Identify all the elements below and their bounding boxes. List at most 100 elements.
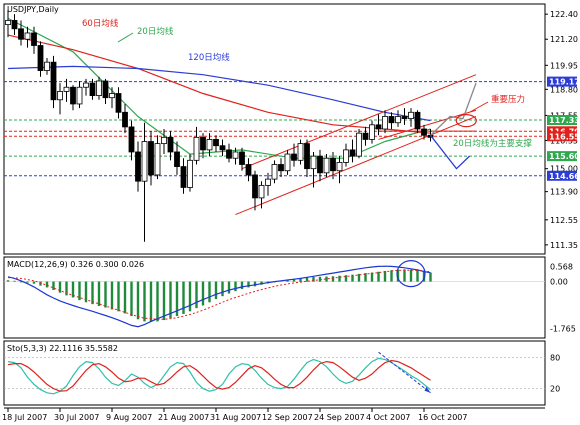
- candle-body: [343, 149, 349, 163]
- macd-histogram-bar: [253, 281, 257, 287]
- candle-body: [193, 136, 200, 161]
- macd-histogram-bar: [195, 281, 198, 309]
- macd-histogram-bar: [331, 276, 335, 282]
- chart-annotation: 60日均线: [82, 18, 119, 29]
- x-axis-tick-label: 30 Jul 2007: [54, 413, 99, 422]
- candle-body: [206, 139, 213, 151]
- x-axis-tick-label: 9 Aug 2007: [106, 413, 152, 422]
- macd-histogram-bar: [117, 281, 120, 312]
- price-axis-tick-label: 122.40: [550, 10, 578, 19]
- macd-histogram-bar: [357, 273, 361, 282]
- macd-line: [7, 265, 431, 328]
- sto-axis-tick-label: 80: [550, 353, 560, 362]
- macd-histogram-bar: [32, 281, 36, 284]
- annotation-leader: [117, 32, 134, 43]
- macd-ellipse: [396, 260, 426, 288]
- candle-body: [297, 143, 304, 161]
- candle-body: [356, 132, 362, 157]
- candle-body: [115, 93, 122, 113]
- candle-body: [232, 151, 239, 159]
- candle-body: [382, 116, 388, 130]
- macd-histogram-bar: [39, 281, 42, 286]
- candle-body: [369, 124, 375, 140]
- candle-body: [323, 157, 330, 174]
- macd-histogram-bar: [130, 281, 133, 317]
- price-tag-label: 119.17: [549, 78, 580, 87]
- candle-body: [245, 164, 252, 176]
- chart-annotation: 20日均线: [137, 26, 174, 37]
- candle-body: [336, 162, 343, 172]
- candle-body: [161, 136, 167, 145]
- macd-histogram-bar: [351, 274, 354, 282]
- macd-histogram-bar: [110, 281, 114, 310]
- candle-body: [63, 86, 70, 92]
- macd-histogram-bar: [305, 277, 309, 282]
- panel-frame-macd: [3, 256, 546, 339]
- candle-body: [187, 159, 193, 188]
- price-tag: [547, 170, 577, 181]
- channel-line: [378, 109, 477, 140]
- candle-body: [135, 151, 141, 182]
- candle-body: [310, 155, 317, 170]
- macd-histogram-bar: [143, 281, 146, 322]
- macd-histogram-bar: [344, 275, 348, 282]
- price-tag-label: 114.66: [549, 172, 580, 181]
- price-axis-tick-label: 112.55: [550, 216, 578, 225]
- candle-body: [5, 20, 11, 26]
- candle-body: [200, 136, 206, 151]
- macd-histogram-bar: [123, 281, 127, 314]
- x-axis-tick-label: 31 Aug 2007: [210, 413, 261, 422]
- candle-body: [226, 149, 232, 159]
- chart-annotation: 重要压力: [491, 94, 525, 105]
- price-tag: [547, 115, 577, 126]
- sto-title: Sto(5,3,3) 22.1116 35.5582: [7, 344, 118, 353]
- x-axis-tick-label: 12 Sep 2007: [262, 413, 313, 422]
- macd-histogram-bar: [175, 281, 179, 317]
- candle-body: [148, 141, 154, 176]
- x-axis-tick-label: 16 Oct 2007: [418, 413, 467, 422]
- candle-body: [265, 178, 271, 186]
- macd-histogram-bar: [71, 281, 75, 298]
- chart-annotation: 120日均线: [188, 52, 230, 63]
- candle-body: [362, 132, 369, 140]
- price-tag: [547, 76, 577, 87]
- macd-histogram-bar: [247, 281, 250, 288]
- channel-line: [235, 116, 477, 216]
- price-axis-tick-label: 119.95: [550, 61, 578, 70]
- macd-histogram-bar: [409, 269, 413, 282]
- macd-histogram-bar: [318, 276, 322, 282]
- macd-histogram-bar: [19, 281, 23, 283]
- x-axis-tick-label: 24 Sep 2007: [314, 413, 365, 422]
- macd-histogram-bar: [370, 272, 374, 282]
- macd-histogram-bar: [97, 281, 101, 306]
- macd-histogram-bar: [91, 281, 94, 305]
- chart-annotation: 20日均线为主要支撑: [453, 138, 532, 149]
- macd-histogram-bar: [299, 278, 302, 282]
- price-axis-tick-label: 115.00: [550, 165, 578, 174]
- macd-histogram-bar: [13, 280, 16, 282]
- moving-average-line: [7, 65, 431, 122]
- candle-body: [83, 82, 89, 88]
- candle-body: [317, 155, 323, 174]
- macd-histogram-bar: [325, 276, 328, 282]
- sto-d-line: [7, 359, 431, 392]
- macd-histogram-bar: [169, 281, 172, 319]
- candle-body: [57, 91, 63, 101]
- candle-body: [284, 153, 291, 172]
- candle-body: [102, 80, 109, 99]
- macd-histogram-bar: [364, 273, 367, 282]
- macd-histogram-bar: [214, 281, 218, 300]
- macd-histogram-bar: [84, 281, 88, 303]
- macd-axis-tick-label: -1.765: [550, 324, 576, 333]
- candle-body: [278, 164, 284, 172]
- macd-histogram-bar: [240, 281, 244, 290]
- macd-histogram-bar: [383, 270, 387, 282]
- candle-body: [219, 145, 226, 151]
- macd-histogram-bar: [6, 280, 10, 282]
- macd-histogram-bar: [78, 281, 81, 301]
- x-axis-tick-label: 18 Jul 2007: [2, 413, 47, 422]
- candle-body: [414, 111, 421, 130]
- price-axis-tick-label: 113.90: [550, 188, 578, 197]
- macd-histogram-bar: [227, 281, 231, 294]
